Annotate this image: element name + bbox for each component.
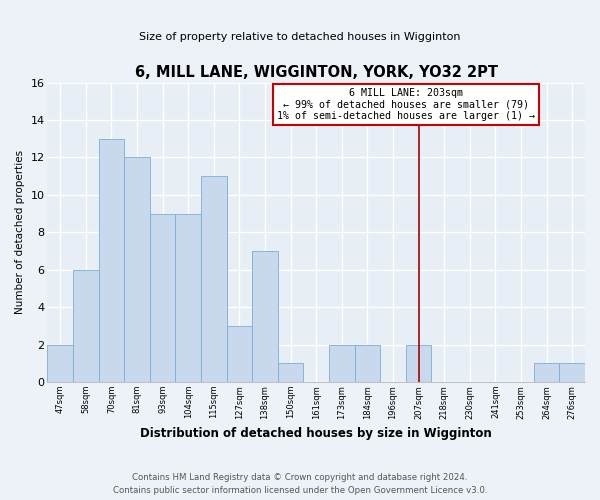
Bar — [175, 214, 201, 382]
Bar — [73, 270, 98, 382]
Bar — [98, 138, 124, 382]
Text: 6 MILL LANE: 203sqm
← 99% of detached houses are smaller (79)
1% of semi-detache: 6 MILL LANE: 203sqm ← 99% of detached ho… — [277, 88, 535, 122]
Bar — [406, 344, 431, 382]
Text: Contains HM Land Registry data © Crown copyright and database right 2024.
Contai: Contains HM Land Registry data © Crown c… — [113, 474, 487, 495]
Title: 6, MILL LANE, WIGGINTON, YORK, YO32 2PT: 6, MILL LANE, WIGGINTON, YORK, YO32 2PT — [135, 65, 498, 80]
Bar — [201, 176, 227, 382]
Bar — [559, 364, 585, 382]
Bar — [150, 214, 175, 382]
X-axis label: Distribution of detached houses by size in Wigginton: Distribution of detached houses by size … — [140, 427, 492, 440]
Bar — [355, 344, 380, 382]
Bar — [278, 364, 304, 382]
Y-axis label: Number of detached properties: Number of detached properties — [15, 150, 25, 314]
Bar — [534, 364, 559, 382]
Bar — [47, 344, 73, 382]
Bar — [227, 326, 252, 382]
Bar — [329, 344, 355, 382]
Bar — [252, 251, 278, 382]
Bar — [124, 158, 150, 382]
Text: Size of property relative to detached houses in Wigginton: Size of property relative to detached ho… — [139, 32, 461, 42]
